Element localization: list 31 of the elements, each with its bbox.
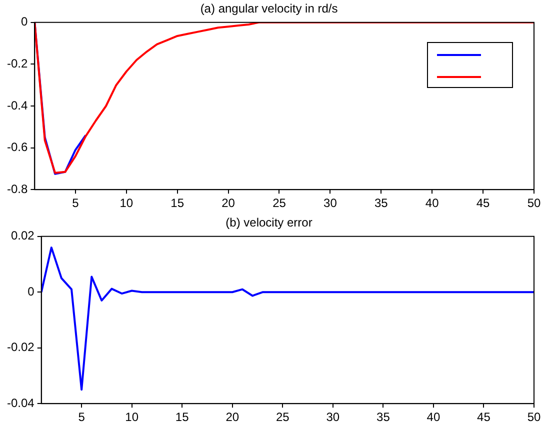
y-tick-label: -0.6 — [6, 140, 28, 154]
y-tick-label: -0.2 — [6, 56, 28, 71]
y-tick-label: -0.04 — [6, 396, 35, 410]
y-tick-label: 0 — [28, 284, 35, 298]
x-tick-label: 45 — [476, 196, 490, 210]
x-tick-label: 30 — [324, 196, 338, 210]
y-tick-label: 0.02 — [10, 228, 35, 243]
chart-title: (a) angular velocity in rd/s — [200, 2, 338, 16]
x-tick-label: 50 — [527, 410, 541, 424]
x-tick-label: 15 — [175, 410, 190, 424]
x-tick-label: 40 — [426, 410, 440, 424]
x-tick-label: 25 — [276, 410, 290, 424]
y-tick-label: -0.4 — [6, 98, 28, 112]
x-tick-label: 20 — [226, 410, 240, 424]
x-tick-label: 30 — [326, 410, 340, 424]
y-tick-label: -0.02 — [6, 340, 35, 354]
x-tick-label: 45 — [477, 410, 491, 424]
x-tick-label: 20 — [222, 196, 236, 210]
x-tick-label: 25 — [272, 196, 286, 210]
x-tick-label: 35 — [374, 196, 388, 210]
y-tick-label: -0.8 — [6, 182, 28, 196]
x-tick-label: 35 — [376, 410, 390, 424]
y-tick-label: 0 — [20, 14, 28, 29]
x-tick-label: 40 — [425, 196, 440, 210]
x-tick-label: 10 — [120, 196, 134, 210]
x-tick-label: 10 — [125, 410, 139, 424]
x-tick-label: 50 — [527, 196, 541, 210]
chart-title: (b) velocity error — [226, 216, 312, 230]
x-tick-label: 15 — [170, 196, 184, 210]
x-tick-label: 5 — [72, 196, 80, 210]
x-tick-label: 5 — [78, 410, 86, 424]
